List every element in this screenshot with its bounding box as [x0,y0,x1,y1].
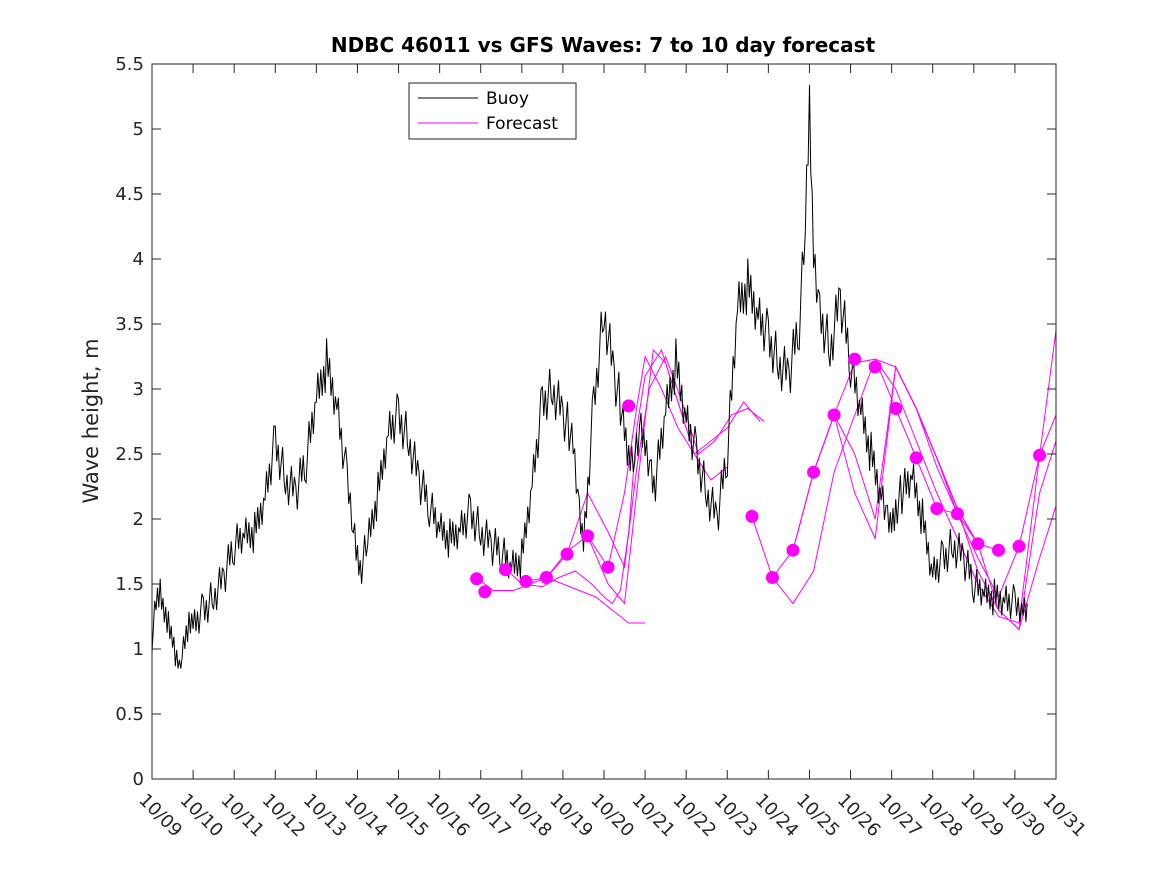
legend: Buoy Forecast [408,82,577,140]
buoy-series [151,84,1028,669]
forecast-marker [807,465,821,479]
forecast-line [476,576,646,624]
forecast-marker [478,585,492,599]
y-tick-label: 0 [133,769,144,790]
y-tick-label: 4.5 [115,184,144,205]
forecast-marker [909,451,923,465]
forecast-marker [539,571,553,584]
forecast-line [546,355,765,578]
y-tick-label: 2 [133,509,144,530]
plot-area [152,64,1056,779]
y-tick-label: 0.5 [115,704,144,725]
forecast-marker [745,509,759,523]
forecast-marker [971,537,985,551]
y-tick-label: 2.5 [115,444,144,465]
forecast-marker [519,574,533,588]
legend-forecast-label: Forecast [486,114,558,134]
y-tick-label: 4 [133,249,144,270]
forecast-marker [581,529,595,543]
forecast-marker [991,543,1005,557]
forecast-marker [950,507,964,521]
forecast-marker [786,543,800,557]
forecast-line [895,366,1057,599]
forecast-marker [601,560,615,574]
y-axis: 0 0.5 1 1.5 2 2.5 3 3.5 4 4.5 5 5.5 [115,54,1056,790]
forecast-marker [930,502,944,516]
forecast-marker [868,360,882,374]
forecast-marker [498,563,512,577]
y-tick-label: 5.5 [115,54,144,75]
y-tick-label: 3 [133,379,144,400]
forecast-marker [1012,539,1026,553]
forecast-line [874,330,1057,624]
y-tick-label: 3.5 [115,314,144,335]
forecast-marker [470,572,484,586]
forecast-marker [827,408,841,422]
y-axis-label: Wave height, m [79,338,103,503]
buoy-line [151,84,1028,669]
legend-box [408,82,577,140]
y-tick-label: 1.5 [115,574,144,595]
legend-buoy-label: Buoy [486,89,529,109]
forecast-marker [848,352,862,366]
forecast-marker [560,547,574,561]
forecast-marker [1033,448,1047,462]
forecast-marker [765,571,779,584]
chart-title: NDBC 46011 vs GFS Waves: 7 to 10 day for… [331,33,876,57]
forecast-line [587,354,761,569]
y-tick-label: 5 [133,119,144,140]
y-tick-label: 1 [133,639,144,660]
forecast-marker [889,402,903,415]
forecast-markers [470,352,1047,599]
forecast-marker [622,399,636,413]
